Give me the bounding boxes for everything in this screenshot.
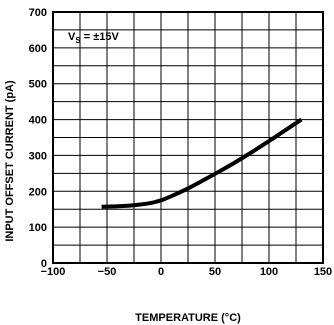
y-tick-label: 700 (29, 7, 47, 19)
y-tick-label: 100 (29, 222, 47, 234)
y-tick-label: 400 (29, 115, 47, 127)
series-layer (101, 117, 303, 209)
annotation-rest: = ±15V (81, 31, 120, 43)
x-tick-label: −100 (41, 266, 66, 278)
x-tick-labels: −100 −50 0 50 100 150 (41, 266, 333, 278)
x-axis-title: TEMPERATURE (°C) (135, 312, 241, 324)
x-tick-label: 100 (260, 266, 278, 278)
annotation-subscript: S (75, 36, 81, 45)
y-tick-label: 600 (29, 43, 47, 55)
grid-lines (53, 12, 323, 263)
series-line (101, 117, 303, 209)
x-tick-label: 50 (209, 266, 221, 278)
annotation-main: V (68, 31, 76, 43)
x-tick-label: −50 (98, 266, 117, 278)
y-tick-labels: 0 100 200 300 400 500 600 700 (29, 7, 47, 270)
y-tick-label: 0 (41, 258, 47, 270)
y-axis-title: INPUT OFFSET CURRENT (pA) (4, 80, 16, 242)
y-tick-label: 200 (29, 186, 47, 198)
plot-frame (52, 11, 324, 264)
x-tick-label: 150 (314, 266, 332, 278)
x-tick-label: 0 (158, 266, 164, 278)
y-tick-label: 300 (29, 150, 47, 162)
y-tick-label: 500 (29, 79, 47, 91)
supply-voltage-annotation: VS = ±15V (68, 31, 119, 45)
